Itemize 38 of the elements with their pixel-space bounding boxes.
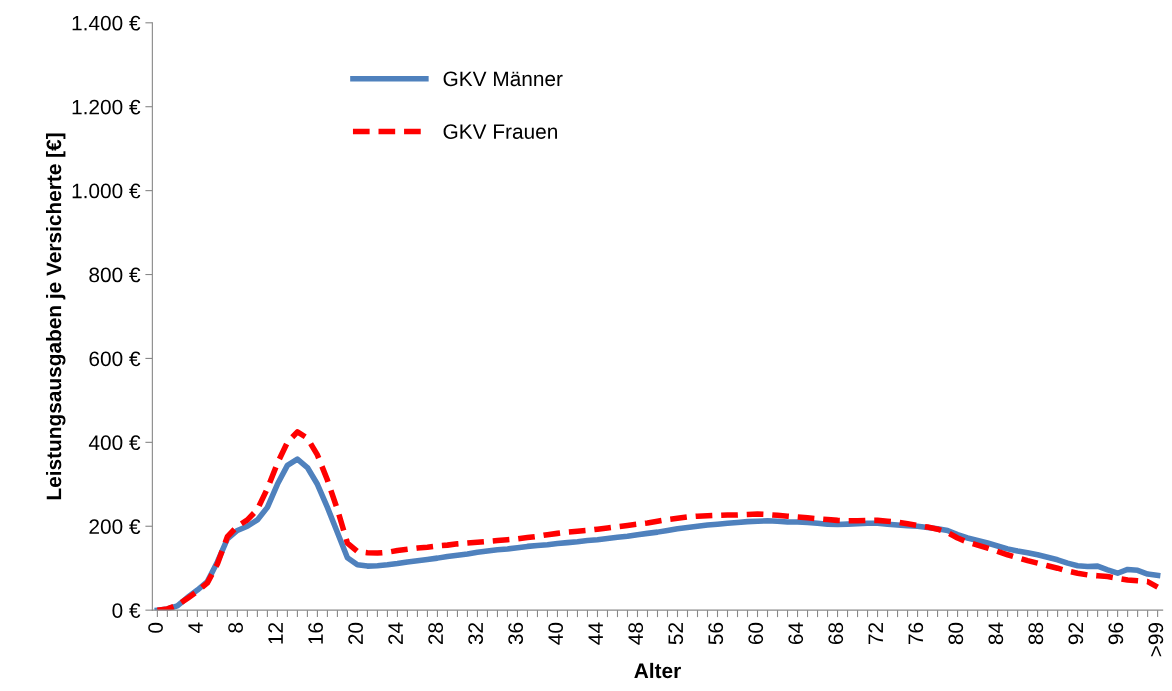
x-tick-label: 72 [868, 623, 883, 645]
legend-label: GKV Männer [443, 71, 563, 87]
x-tick-label: 12 [268, 623, 283, 644]
x-tick-label: 16 [308, 622, 323, 644]
x-tick-label: 44 [588, 622, 603, 645]
x-tick-label: 48 [628, 622, 644, 645]
x-tick-label: 40 [548, 622, 564, 645]
y-tick-label: 400 € [88, 435, 141, 451]
y-tick-label: 1.200 € [72, 99, 141, 115]
x-tick-label: 4 [188, 622, 203, 634]
y-tick-label: 1.400 € [72, 15, 141, 31]
y-axis-title: Leistungsausgaben je Versicherte [€] [45, 133, 66, 500]
x-tick-label: 80 [948, 622, 964, 645]
x-tick-label: 60 [748, 622, 764, 645]
x-tick-label: 88 [1028, 622, 1044, 645]
x-tick-label: 96 [1108, 622, 1124, 645]
x-tick-label: 52 [668, 623, 684, 645]
x-tick-label: 68 [828, 622, 844, 645]
x-axis-title: Alter [634, 662, 681, 679]
x-tick-label: 92 [1068, 623, 1084, 645]
x-tick-label: 24 [388, 622, 403, 645]
x-tick-label: 64 [788, 622, 804, 645]
y-tick-label: 1.000 € [72, 183, 141, 199]
y-tick-label: 600 € [89, 351, 141, 367]
x-tick-label: 76 [908, 622, 924, 645]
x-tick-label: 20 [348, 622, 364, 645]
x-tick-label: 84 [988, 622, 1004, 645]
x-tick-label: >99 [1148, 622, 1164, 657]
x-tick-label: 36 [508, 622, 524, 645]
legend-label: GKV Frauen [443, 124, 557, 139]
x-tick-label: 56 [708, 622, 724, 645]
x-tick-label: 8 [228, 622, 243, 633]
x-tick-label: 32 [468, 623, 484, 645]
y-tick-label: 800 € [89, 267, 141, 283]
x-tick-label: 28 [428, 622, 444, 645]
y-tick-label: 200 € [89, 519, 141, 534]
y-tick-label: 0 € [112, 603, 141, 618]
x-tick-label: 0 [148, 622, 163, 633]
